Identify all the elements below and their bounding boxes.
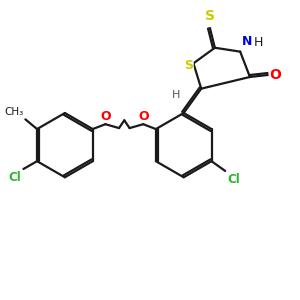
Text: Cl: Cl [9,171,22,184]
Text: CH₃: CH₃ [4,107,23,117]
Text: S: S [184,59,193,72]
Text: H: H [172,91,180,100]
Text: O: O [269,68,281,82]
Text: S: S [205,9,215,23]
Text: O: O [100,110,111,123]
Text: H: H [254,36,263,49]
Text: N: N [242,35,253,48]
Text: Cl: Cl [227,173,240,186]
Text: O: O [138,110,148,123]
